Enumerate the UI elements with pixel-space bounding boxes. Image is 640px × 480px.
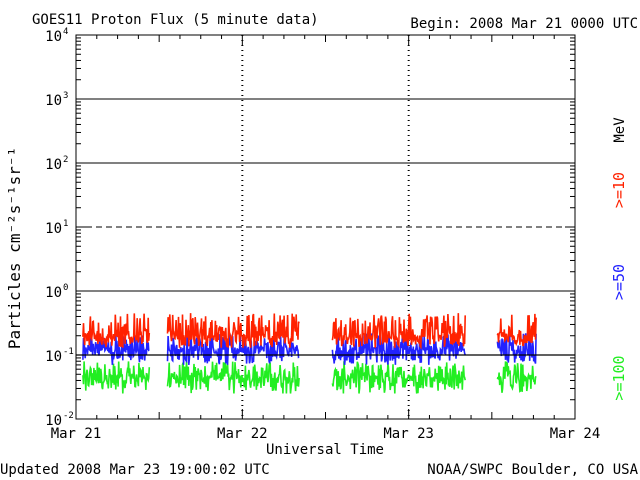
series-segment [82, 335, 150, 365]
y-tick-label: 10 [45, 93, 62, 109]
series-segment [82, 361, 151, 394]
legend-ge10: >=10 [610, 172, 628, 208]
y-tick-exponent: 0 [63, 283, 68, 293]
series-ge10 [82, 313, 537, 350]
legend-ge100: >=100 [610, 355, 628, 400]
updated-time: Updated 2008 Mar 23 19:00:02 UTC [0, 462, 270, 478]
chart-title: GOES11 Proton Flux (5 minute data) [32, 12, 319, 28]
y-tick-label: 10 [45, 285, 62, 301]
series-ge100 [82, 360, 537, 394]
y-tick-label: 10 [45, 349, 62, 365]
x-tick-label: Mar 23 [383, 426, 434, 442]
series-segment [496, 313, 537, 347]
y-tick-exponent: -1 [63, 347, 74, 357]
series-segment [166, 333, 300, 365]
y-tick-exponent: 4 [63, 27, 68, 37]
y-tick-label: 10 [45, 29, 62, 45]
series-segment [331, 361, 466, 394]
y-tick-label: 10 [45, 221, 62, 237]
series-ge50 [82, 333, 537, 365]
series-segment [331, 313, 466, 350]
y-tick-exponent: -2 [63, 411, 74, 421]
series-segment [166, 361, 300, 394]
x-tick-label: Mar 22 [217, 426, 268, 442]
x-tick-label: Mar 21 [51, 426, 102, 442]
data-layer [76, 313, 575, 394]
grid-layer [76, 35, 575, 419]
y-axis-label: Particles cm⁻²s⁻¹sr⁻¹ [5, 147, 24, 349]
x-tick-label: Mar 24 [550, 426, 601, 442]
series-segment [166, 313, 300, 348]
y-tick-label: 10 [45, 157, 62, 173]
legend-ge50: >=50 [610, 264, 628, 300]
source-credit: NOAA/SWPC Boulder, CO USA [427, 462, 638, 478]
series-segment [331, 333, 466, 365]
series-segment [82, 313, 151, 348]
x-axis-label: Universal Time [266, 442, 384, 458]
begin-time: Begin: 2008 Mar 21 0000 UTC [410, 16, 638, 32]
series-segment [496, 333, 537, 364]
y-tick-label: 10 [45, 413, 62, 429]
y-tick-exponent: 2 [63, 155, 68, 165]
y-tick-exponent: 3 [63, 91, 68, 101]
series-segment [496, 360, 537, 393]
legend-unit: MeV [612, 117, 628, 143]
y-tick-exponent: 1 [63, 219, 68, 229]
